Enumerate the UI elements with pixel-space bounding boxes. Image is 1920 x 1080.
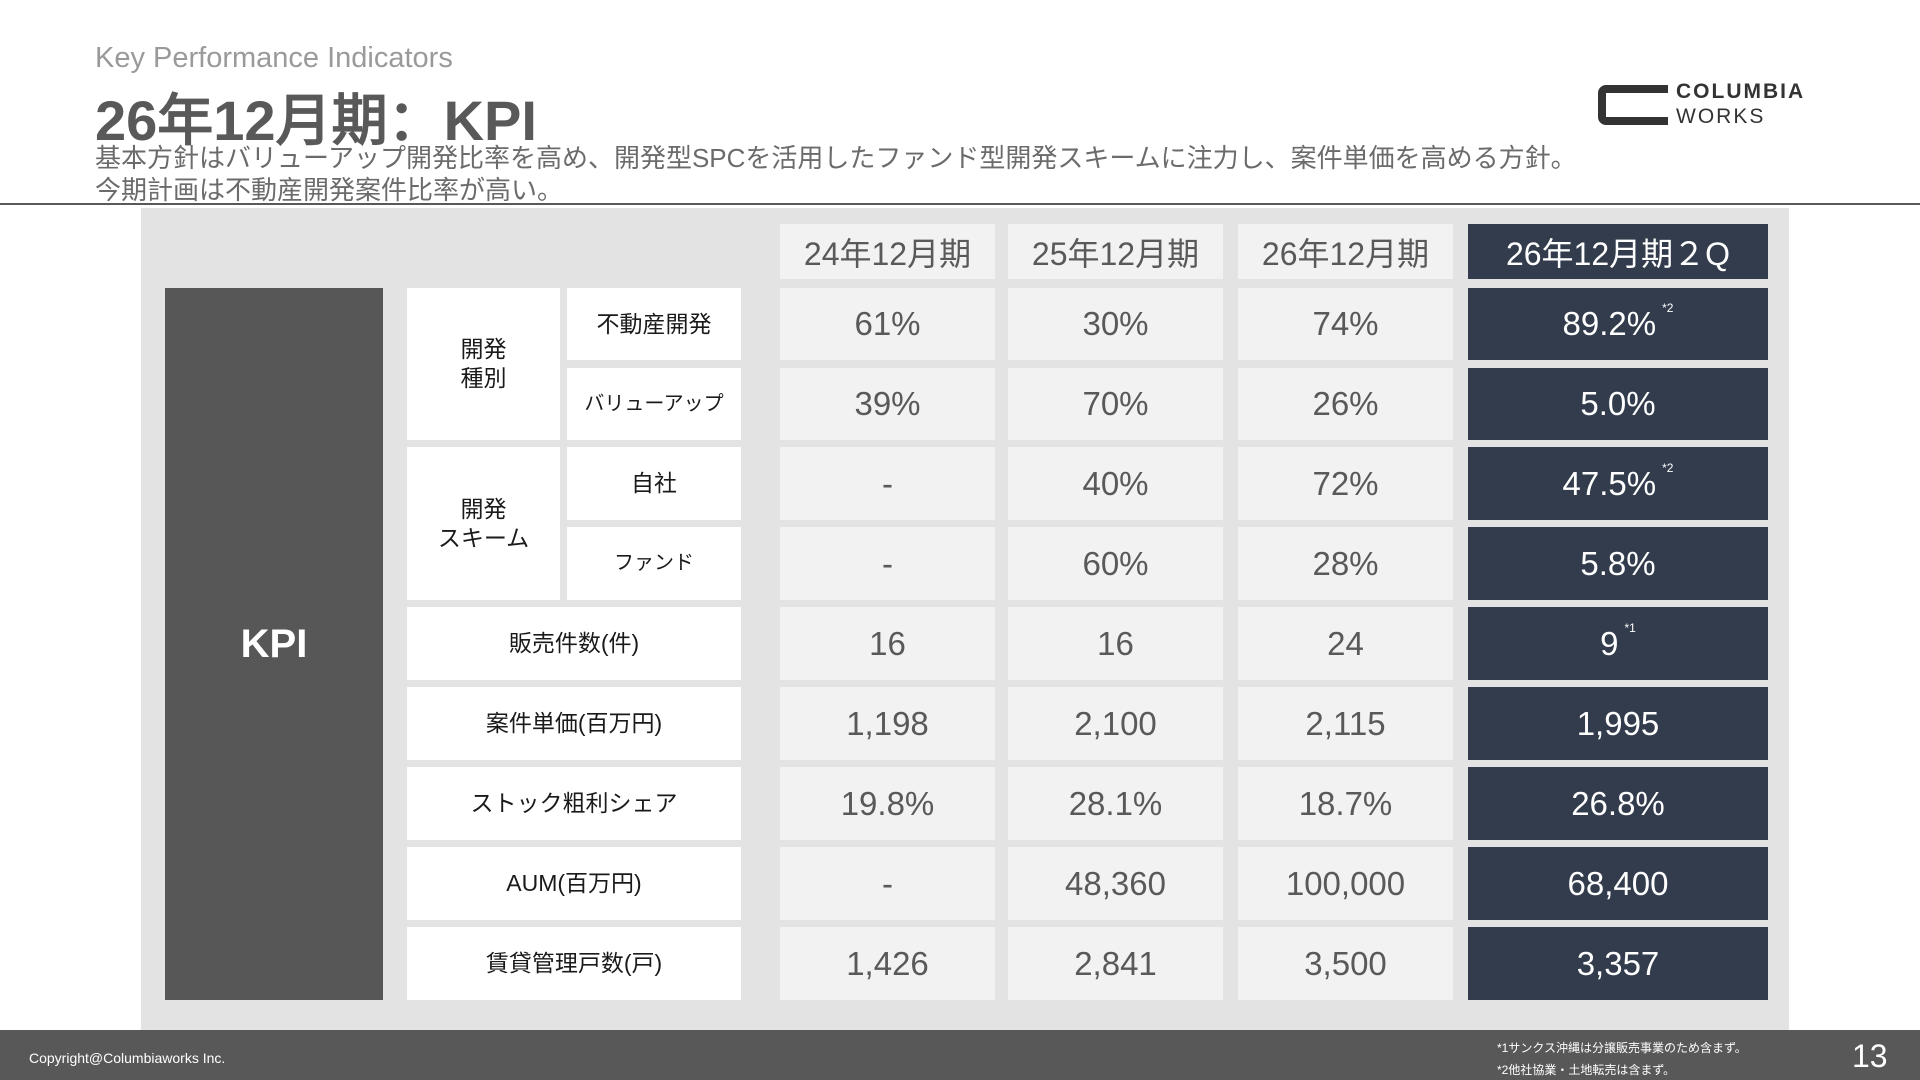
value-cell-highlight: 26.8%: [1468, 767, 1768, 840]
value-cell: 2,115: [1238, 687, 1453, 760]
footnote-marker: *2: [1662, 301, 1674, 315]
row-label-rental-units: 賃貸管理戸数(戸): [407, 927, 741, 1000]
value-cell-highlight: 3,357: [1468, 927, 1768, 1000]
value-cell: 28%: [1238, 527, 1453, 600]
logo-text-columbia: COLUMBIA: [1676, 80, 1806, 103]
value-cell: 1,198: [780, 687, 995, 760]
column-header-fy25: 25年12月期: [1008, 224, 1223, 279]
value-cell: 72%: [1238, 447, 1453, 520]
value-cell: 30%: [1008, 288, 1223, 360]
row-label-fund: ファンド: [567, 527, 741, 600]
value-cell-highlight: 1,995: [1468, 687, 1768, 760]
value-cell: 40%: [1008, 447, 1223, 520]
value-cell: 100,000: [1238, 847, 1453, 920]
value-text: 89.2%: [1562, 305, 1657, 342]
page-number: 13: [1852, 1038, 1888, 1074]
row-label-aum: AUM(百万円): [407, 847, 741, 920]
row-label-value-up: バリューアップ: [567, 368, 741, 440]
value-cell: 39%: [780, 368, 995, 440]
description-line-2: 今期計画は不動産開発案件比率が高い。: [95, 175, 564, 205]
value-cell: -: [780, 447, 995, 520]
value-cell: -: [780, 527, 995, 600]
footnote-1: *1サンクス沖縄は分譲販売事業のため含まず。: [1497, 1041, 1747, 1055]
value-text: 9: [1600, 624, 1619, 662]
value-cell-highlight: 5.8%: [1468, 527, 1768, 600]
kpi-label-block: KPI: [165, 288, 383, 1000]
row-label-real-estate-dev: 不動産開発: [567, 288, 741, 360]
column-header-fy26: 26年12月期: [1238, 224, 1453, 279]
value-cell: 61%: [780, 288, 995, 360]
column-header-fy26-2q: 26年12月期２Q: [1468, 224, 1768, 279]
value-cell: 26%: [1238, 368, 1453, 440]
value-cell: 3,500: [1238, 927, 1453, 1000]
value-cell: 16: [1008, 607, 1223, 680]
footnote-marker: *1: [1624, 620, 1636, 635]
value-cell-highlight: 68,400: [1468, 847, 1768, 920]
header-divider: [0, 203, 1920, 205]
company-logo: COLUMBIA WORKS: [1598, 80, 1813, 130]
row-label-own: 自社: [567, 447, 741, 520]
value-cell-highlight: 5.0%: [1468, 368, 1768, 440]
copyright-text: Copyright@Columbiaworks Inc.: [29, 1050, 226, 1066]
row-label-unit-price: 案件単価(百万円): [407, 687, 741, 760]
page-title: 26年12月期：KPI: [95, 89, 537, 152]
row-label-sales-count: 販売件数(件): [407, 607, 741, 680]
value-cell: 19.8%: [780, 767, 995, 840]
value-cell: 18.7%: [1238, 767, 1453, 840]
value-cell: 24: [1238, 607, 1453, 680]
logo-bracket-icon: [1598, 85, 1668, 125]
footnote-2: *2他社協業・土地転売は含まず。: [1497, 1063, 1676, 1077]
value-cell-highlight: 9 *1: [1468, 607, 1768, 680]
value-cell: 28.1%: [1008, 767, 1223, 840]
footnote-marker: *2: [1662, 460, 1674, 475]
value-cell: -: [780, 847, 995, 920]
description-line-1: 基本方針はバリューアップ開発比率を高め、開発型SPCを活用したファンド型開発スキ…: [95, 143, 1577, 173]
value-cell: 70%: [1008, 368, 1223, 440]
row-label-stock-margin-share: ストック粗利シェア: [407, 767, 741, 840]
value-cell-highlight: 89.2% *2: [1468, 288, 1768, 360]
value-cell: 48,360: [1008, 847, 1223, 920]
value-cell: 60%: [1008, 527, 1223, 600]
column-header-fy24: 24年12月期: [780, 224, 995, 279]
footer-bar: Copyright@Columbiaworks Inc. *1サンクス沖縄は分譲…: [0, 1030, 1920, 1080]
group-label-dev-type: 開発 種別: [407, 288, 560, 440]
subtitle-english: Key Performance Indicators: [95, 42, 453, 74]
value-cell: 74%: [1238, 288, 1453, 360]
value-text: 47.5%: [1562, 464, 1657, 502]
group-label-dev-scheme: 開発 スキーム: [407, 447, 560, 600]
value-cell-highlight: 47.5% *2: [1468, 447, 1768, 520]
value-cell: 2,100: [1008, 687, 1223, 760]
description: 基本方針はバリューアップ開発比率を高め、開発型SPCを活用したファンド型開発スキ…: [95, 142, 1577, 206]
value-cell: 1,426: [780, 927, 995, 1000]
value-cell: 2,841: [1008, 927, 1223, 1000]
value-cell: 16: [780, 607, 995, 680]
logo-text-works: WORKS: [1676, 105, 1766, 128]
